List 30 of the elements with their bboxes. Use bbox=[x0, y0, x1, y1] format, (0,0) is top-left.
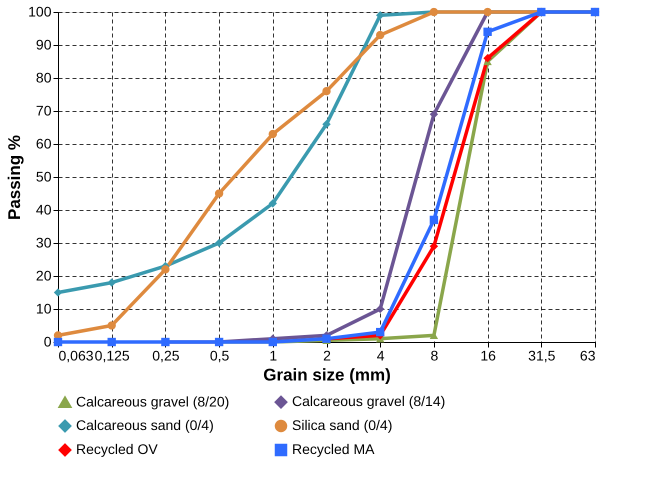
legend-label: Calcareous sand (0/4) bbox=[76, 417, 214, 433]
legend-label: Recycled MA bbox=[292, 441, 376, 457]
x-tick-label: 0,063 bbox=[58, 348, 94, 364]
x-tick-label: 0,5 bbox=[210, 348, 230, 364]
y-tick-label: 60 bbox=[36, 136, 52, 152]
x-tick-label: 8 bbox=[430, 348, 438, 364]
x-tick-label: 2 bbox=[323, 348, 332, 364]
legend-label: Recycled OV bbox=[76, 441, 158, 457]
y-tick-label: 90 bbox=[36, 36, 52, 52]
y-tick-label: 100 bbox=[28, 4, 52, 20]
y-tick-label: 30 bbox=[36, 234, 52, 250]
legend-label: Calcareous gravel (8/14) bbox=[292, 393, 446, 410]
y-tick-label: 50 bbox=[36, 168, 52, 184]
legend-label: Silica sand (0/4) bbox=[292, 417, 392, 433]
legend-label: Calcareous gravel (8/20) bbox=[76, 393, 230, 410]
x-tick-label: 0,25 bbox=[152, 348, 180, 364]
x-tick-label: 1 bbox=[269, 348, 278, 364]
x-tick-label: 63 bbox=[580, 348, 596, 364]
x-axis-title: Grain size (mm) bbox=[263, 366, 391, 384]
x-tick-label: 0,125 bbox=[94, 348, 130, 364]
y-tick-label: 20 bbox=[36, 268, 52, 284]
y-tick-label: 80 bbox=[36, 70, 52, 86]
y-tick-label: 10 bbox=[36, 300, 52, 316]
y-tick-label: 40 bbox=[36, 202, 52, 218]
x-tick-label: 4 bbox=[376, 348, 385, 364]
x-tick-label: 16 bbox=[480, 348, 496, 364]
y-tick-label: 0 bbox=[44, 334, 52, 350]
x-tick-label: 31,5 bbox=[528, 348, 556, 364]
y-tick-label: 70 bbox=[36, 102, 52, 118]
y-axis-title: Passing % bbox=[5, 134, 24, 220]
